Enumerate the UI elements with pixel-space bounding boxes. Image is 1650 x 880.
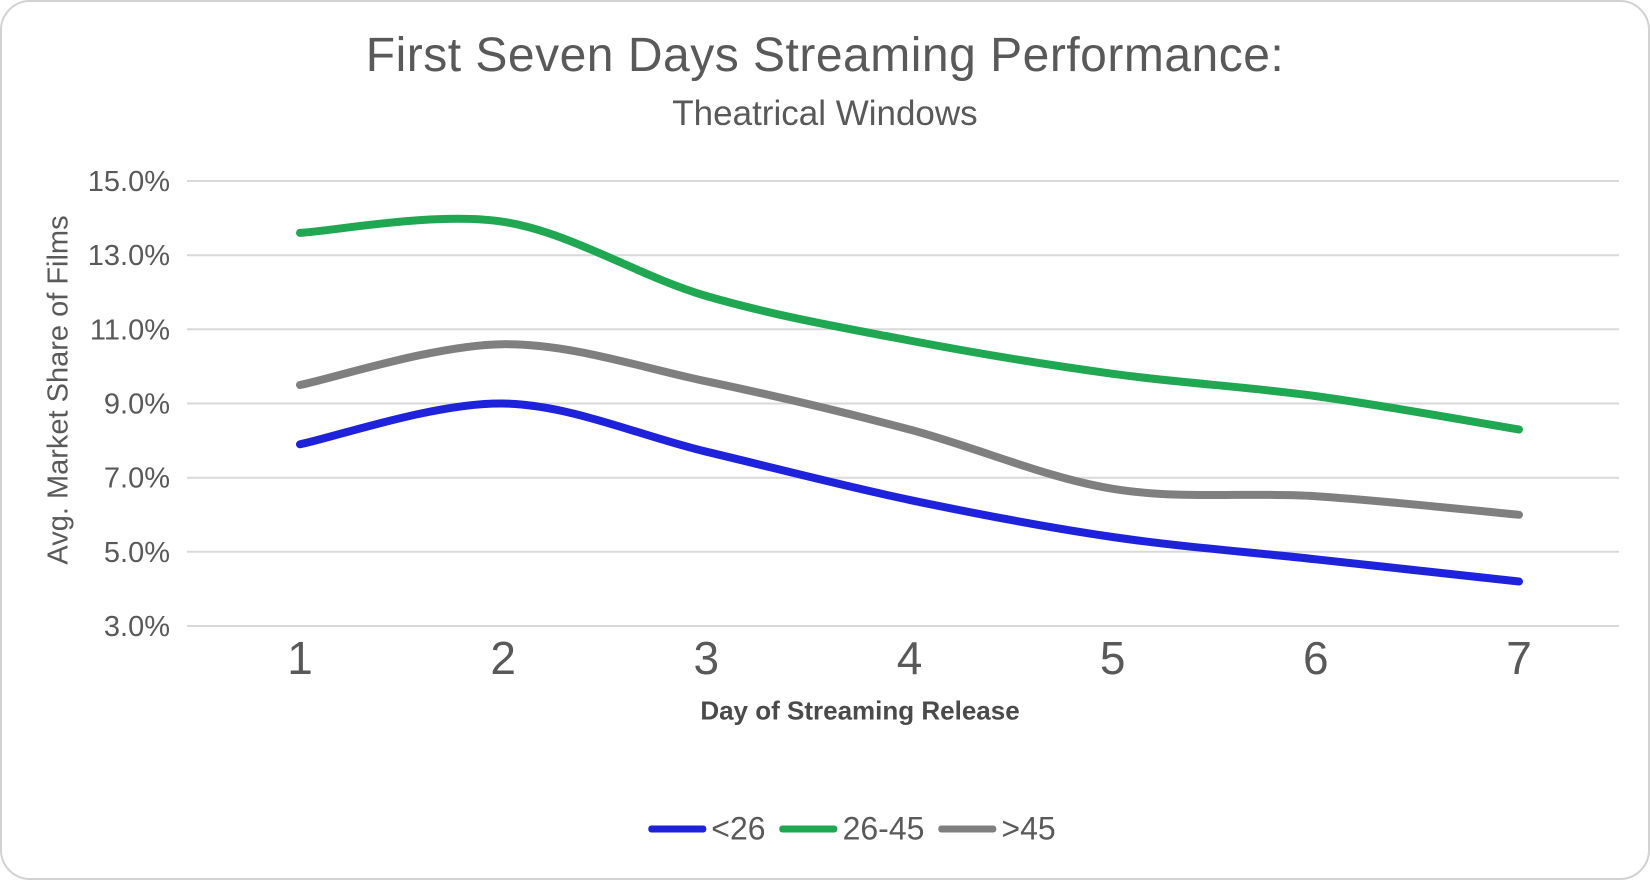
- chart-subtitle: Theatrical Windows: [672, 94, 978, 133]
- x-tick-label: 1: [287, 632, 313, 684]
- series-line-26-45: [296, 214, 1523, 434]
- legend: <26 26-45 >45: [648, 810, 1056, 848]
- chart-title: First Seven Days Streaming Performance:: [365, 29, 1285, 82]
- x-tick-label: 4: [897, 632, 923, 684]
- legend-item: <26: [648, 810, 766, 848]
- legend-item: >45: [938, 810, 1056, 848]
- legend-label: <26: [711, 810, 766, 847]
- y-tick-label: 3.0%: [104, 611, 170, 643]
- series-line->45: [296, 340, 1523, 519]
- y-tick-label: 9.0%: [104, 389, 170, 421]
- x-tick-label: 7: [1506, 632, 1532, 684]
- y-tick-label: 15.0%: [88, 166, 170, 198]
- x-tick-label: 2: [490, 632, 516, 684]
- y-tick-label: 11.0%: [90, 314, 170, 346]
- legend-label: 26-45: [842, 810, 925, 847]
- y-tick-label: 7.0%: [104, 463, 170, 495]
- y-tick-label: 13.0%: [88, 240, 170, 272]
- legend-swatch-line: [648, 825, 707, 833]
- y-tick-label: 5.0%: [104, 537, 170, 569]
- x-axis-title: Day of Streaming Release: [700, 695, 1020, 726]
- series-line-<26: [296, 399, 1523, 586]
- y-axis-title: Avg. Market Share of Films: [42, 215, 75, 565]
- x-tick-label: 5: [1100, 632, 1126, 684]
- legend-label: >45: [1001, 810, 1056, 847]
- legend-swatch-line: [938, 825, 997, 833]
- x-tick-label: 6: [1303, 632, 1329, 684]
- x-tick-label: 3: [694, 632, 720, 684]
- legend-swatch-line: [779, 825, 838, 833]
- legend-item: 26-45: [779, 810, 925, 848]
